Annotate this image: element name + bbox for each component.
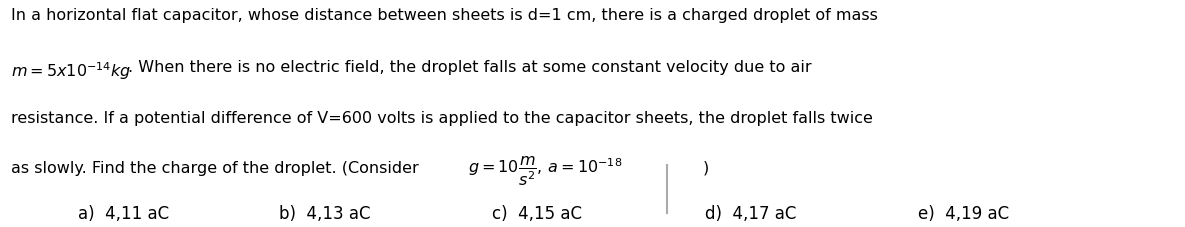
- Text: e)  4,19 aC: e) 4,19 aC: [917, 205, 1008, 222]
- Text: b)  4,13 aC: b) 4,13 aC: [280, 205, 371, 222]
- Text: d)  4,17 aC: d) 4,17 aC: [705, 205, 796, 222]
- Text: $m = 5x10^{-14}kg$: $m = 5x10^{-14}kg$: [11, 60, 132, 82]
- Text: ): ): [703, 161, 709, 176]
- Text: c)  4,15 aC: c) 4,15 aC: [492, 205, 582, 222]
- Text: resistance. If a potential difference of V=600 volts is applied to the capacitor: resistance. If a potential difference of…: [11, 111, 872, 126]
- Text: $g = 10\dfrac{m}{s^2},\, a = 10^{-18}$: $g = 10\dfrac{m}{s^2},\, a = 10^{-18}$: [468, 155, 623, 188]
- Text: . When there is no electric field, the droplet falls at some constant velocity d: . When there is no electric field, the d…: [128, 60, 812, 75]
- Text: In a horizontal flat capacitor, whose distance between sheets is d=1 cm, there i: In a horizontal flat capacitor, whose di…: [11, 8, 878, 23]
- Text: a)  4,11 aC: a) 4,11 aC: [78, 205, 169, 222]
- Text: as slowly. Find the charge of the droplet. (Consider: as slowly. Find the charge of the drople…: [11, 161, 424, 176]
